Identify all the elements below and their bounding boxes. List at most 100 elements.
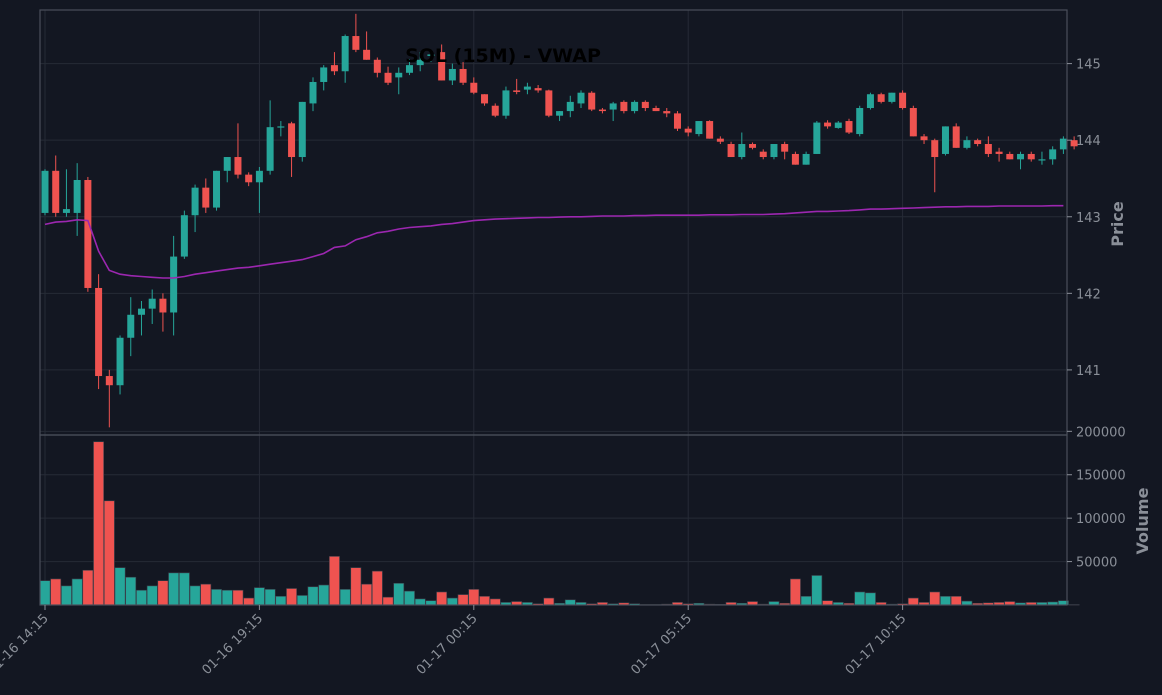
candle-body xyxy=(52,170,60,213)
volume-bar xyxy=(275,596,287,606)
candle-body xyxy=(1027,153,1035,160)
time-tick-label: 01-16 14:15 xyxy=(0,611,52,678)
price-tick-label: 144 xyxy=(1076,134,1101,149)
price-panel-background xyxy=(40,10,1067,435)
price-axis-ticks: 141 142 143 144 145 xyxy=(1067,58,1101,379)
candle-body xyxy=(213,170,221,208)
candle-body xyxy=(813,122,821,154)
volume-bar xyxy=(114,567,126,606)
candle-body xyxy=(309,81,317,104)
volume-bar xyxy=(800,596,812,606)
volume-bar xyxy=(393,582,405,606)
volume-bar xyxy=(178,572,190,606)
volume-bar xyxy=(211,589,222,606)
candle-body xyxy=(641,101,649,109)
candle-body xyxy=(620,101,628,112)
time-tick-label: 01-17 00:15 xyxy=(414,611,481,678)
candle-body xyxy=(470,82,478,93)
volume-bar xyxy=(189,585,201,606)
volume-bar xyxy=(264,589,276,606)
candle-body xyxy=(105,376,113,386)
volume-bar xyxy=(286,588,297,606)
price-tick-label: 142 xyxy=(1076,287,1101,302)
candle-body xyxy=(405,65,413,73)
volume-bar xyxy=(339,589,351,606)
price-tick-label: 141 xyxy=(1076,364,1101,379)
candle-body xyxy=(738,144,746,158)
price-axis-title: Price xyxy=(1108,201,1127,247)
price-tick-label: 143 xyxy=(1076,211,1101,226)
volume-bar xyxy=(404,590,415,606)
volume-bar xyxy=(811,575,823,606)
candle-body xyxy=(159,298,167,313)
candle-body xyxy=(363,49,371,60)
candle-body xyxy=(545,90,553,116)
candle-body xyxy=(566,101,574,112)
candle-body xyxy=(513,90,521,92)
volume-bar xyxy=(232,589,244,606)
volume-tick-label: 50000 xyxy=(1076,556,1117,571)
candle-body xyxy=(1006,153,1014,160)
candle-body xyxy=(373,59,381,73)
candle-body xyxy=(459,68,467,83)
volume-bar xyxy=(93,441,104,606)
candle-body xyxy=(137,308,145,315)
candle-body xyxy=(170,256,178,313)
volume-bar xyxy=(425,600,437,606)
candle-body xyxy=(899,92,907,109)
candle-body xyxy=(416,59,424,66)
candle-body xyxy=(802,153,810,165)
volume-bar xyxy=(157,580,169,606)
candle-body xyxy=(556,111,564,116)
volume-axis-ticks: 50000 100000 150000 200000 xyxy=(1067,425,1126,571)
candle-body xyxy=(95,287,103,377)
grid-lines xyxy=(40,10,1067,605)
candle-body xyxy=(706,121,714,139)
volume-bar xyxy=(414,598,426,606)
volume-panel-border xyxy=(39,434,1068,606)
candle-body xyxy=(684,128,692,133)
candle-body xyxy=(395,72,403,78)
candle-body xyxy=(448,68,456,81)
candle-body xyxy=(245,174,253,183)
time-axis-ticks: 01-16 14:15 01-16 19:15 01-17 00:15 01-17 0… xyxy=(0,605,909,678)
candle-body xyxy=(41,170,49,213)
candle-body xyxy=(631,101,639,112)
volume-bar xyxy=(446,597,458,606)
candle-body xyxy=(941,126,949,154)
candle-body xyxy=(148,298,156,309)
volume-bar xyxy=(71,578,83,606)
candle-body xyxy=(888,92,896,102)
candle-body xyxy=(974,140,982,145)
volume-bar xyxy=(543,597,555,606)
candle-body xyxy=(127,314,135,338)
candle-body xyxy=(352,36,360,50)
volume-bar xyxy=(468,589,480,606)
volume-bar xyxy=(82,569,94,606)
candle-body xyxy=(598,109,606,112)
candle-body xyxy=(288,123,296,158)
volume-bar xyxy=(318,584,330,606)
candle-body xyxy=(1070,140,1078,147)
candle-body xyxy=(652,108,660,112)
volume-bar xyxy=(865,592,876,606)
candle-body xyxy=(62,209,70,213)
candle-body xyxy=(1049,149,1057,160)
candle-body xyxy=(202,187,210,208)
candle-body xyxy=(84,180,92,288)
chart-title: SOL (15M) - VWAP xyxy=(405,45,601,67)
volume-bar xyxy=(822,600,833,606)
volume-bar xyxy=(436,591,448,606)
candle-body xyxy=(277,126,285,128)
candle-body xyxy=(73,180,81,213)
volume-bar xyxy=(50,578,62,606)
candle-body xyxy=(180,215,188,257)
candle-body xyxy=(920,136,928,141)
volume-tick-label: 150000 xyxy=(1076,469,1126,484)
candle-body xyxy=(759,151,767,158)
candle-body xyxy=(320,67,328,82)
candle-body xyxy=(856,108,864,135)
candle-body xyxy=(931,140,939,158)
volume-bar xyxy=(907,597,919,606)
candle-body xyxy=(673,113,681,129)
